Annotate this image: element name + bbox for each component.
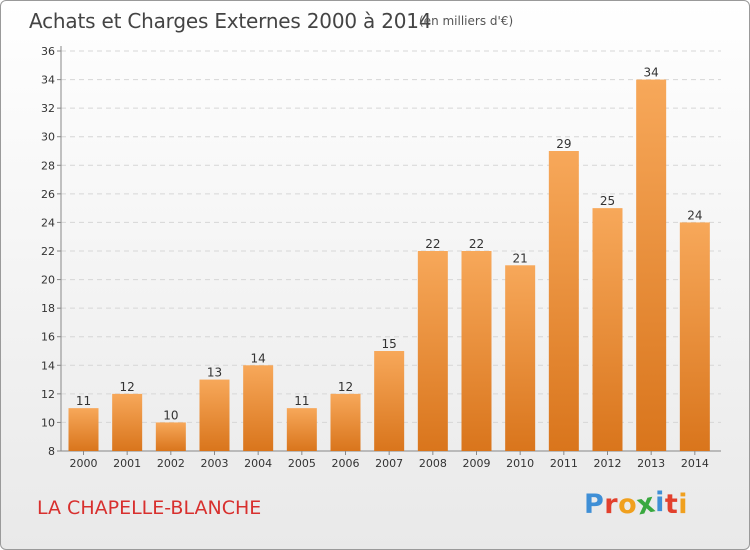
- y-tick-label: 8: [48, 445, 55, 458]
- bar: [68, 408, 99, 451]
- chart-subtitle: (en milliers d'€): [419, 14, 514, 28]
- data-label: 24: [687, 208, 702, 222]
- data-label: 21: [513, 251, 528, 265]
- y-tick-label: 16: [41, 331, 55, 344]
- data-label: 14: [251, 351, 266, 365]
- x-tick-label: 2006: [332, 457, 360, 470]
- data-label: 12: [120, 380, 135, 394]
- x-tick-label: 2011: [550, 457, 578, 470]
- bar: [417, 251, 448, 451]
- y-tick-label: 14: [41, 359, 55, 372]
- y-tick-label: 24: [41, 216, 55, 229]
- y-tick-label: 12: [41, 388, 55, 401]
- bar: [679, 222, 710, 451]
- data-label: 29: [556, 137, 571, 151]
- bar: [199, 379, 230, 451]
- y-tick-label: 30: [41, 131, 55, 144]
- bar: [155, 422, 186, 451]
- x-tick-label: 2002: [157, 457, 185, 470]
- x-tick-label: 2005: [288, 457, 316, 470]
- y-tick-label: 20: [41, 274, 55, 287]
- y-tick-label: 26: [41, 188, 55, 201]
- bar: [592, 208, 623, 451]
- x-tick-label: 2001: [113, 457, 141, 470]
- y-tick-label: 36: [41, 45, 55, 58]
- bar: [374, 351, 405, 451]
- y-tick-label: 10: [41, 416, 55, 429]
- x-tick-label: 2003: [201, 457, 229, 470]
- chart-title: Achats et Charges Externes 2000 à 2014: [29, 9, 432, 33]
- x-tick-label: 2004: [244, 457, 272, 470]
- data-label: 15: [382, 337, 397, 351]
- bar: [330, 393, 361, 451]
- data-label: 11: [294, 394, 309, 408]
- data-label: 11: [76, 394, 91, 408]
- data-label: 12: [338, 380, 353, 394]
- data-label: 22: [469, 237, 484, 251]
- x-tick-label: 2008: [419, 457, 447, 470]
- x-tick-label: 2010: [506, 457, 534, 470]
- x-tick-label: 2012: [594, 457, 622, 470]
- y-tick-label: 22: [41, 245, 55, 258]
- bar: [636, 79, 667, 452]
- bar: [548, 151, 579, 451]
- x-tick-label: 2000: [70, 457, 98, 470]
- y-tick-label: 28: [41, 159, 55, 172]
- data-label: 34: [644, 66, 659, 80]
- data-label: 13: [207, 366, 222, 380]
- x-tick-label: 2009: [463, 457, 491, 470]
- x-tick-label: 2014: [681, 457, 709, 470]
- data-label: 22: [425, 237, 440, 251]
- bar: [505, 265, 536, 451]
- proxiti-logo: Proxiti: [584, 487, 689, 522]
- bar: [286, 408, 317, 451]
- x-tick-label: 2013: [637, 457, 665, 470]
- y-tick-label: 32: [41, 102, 55, 115]
- y-tick-label: 34: [41, 74, 55, 87]
- data-label: 10: [163, 408, 178, 422]
- bar: [112, 393, 143, 451]
- y-tick-label: 18: [41, 302, 55, 315]
- x-tick-label: 2007: [375, 457, 403, 470]
- data-label: 25: [600, 194, 615, 208]
- commune-name: LA CHAPELLE-BLANCHE: [37, 497, 262, 519]
- bar: [461, 251, 492, 451]
- bar: [243, 365, 274, 451]
